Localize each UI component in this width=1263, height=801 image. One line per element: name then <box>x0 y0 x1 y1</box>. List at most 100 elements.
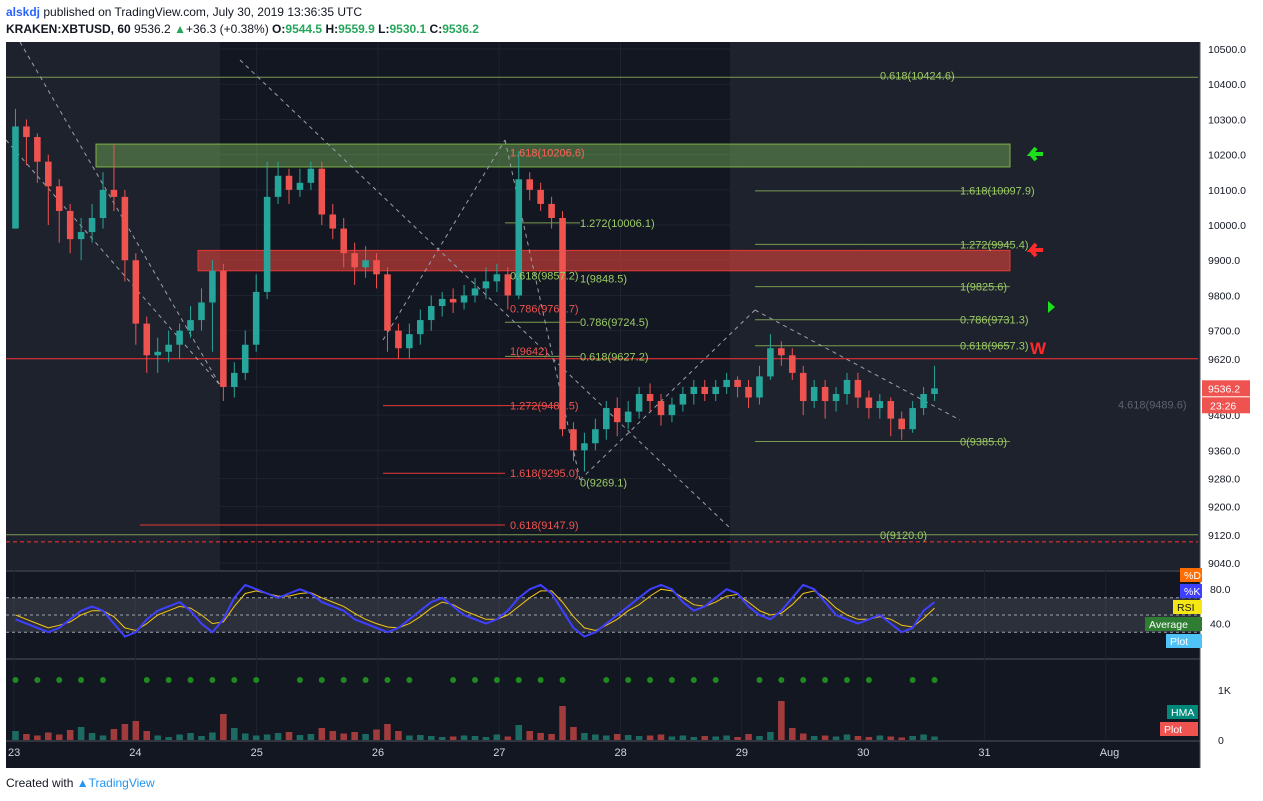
volume-bar <box>373 729 380 740</box>
fib-level-label: 0.618(9627.2) <box>580 351 649 363</box>
fib-level-label: 0.618(9147.9) <box>510 520 579 532</box>
price-tick-label: 10400.0 <box>1208 79 1246 91</box>
volume-bar <box>231 728 238 740</box>
candle-body <box>263 196 271 292</box>
signal-dot <box>187 677 194 683</box>
candle-body <box>45 161 52 187</box>
candle-body <box>778 348 785 356</box>
candle-body <box>767 348 774 377</box>
price-tick-label: 10100.0 <box>1208 185 1246 197</box>
candle-body <box>799 372 807 402</box>
candle-body <box>843 379 851 394</box>
fib-level-label: 0(9269.1) <box>580 477 627 489</box>
signal-dot <box>865 677 872 683</box>
tradingview-logo-icon[interactable]: ▲ <box>76 776 89 790</box>
signal-dot <box>56 677 63 683</box>
candle-body <box>329 214 337 229</box>
trend-line <box>579 309 756 481</box>
volume-bar <box>559 706 566 740</box>
candle-body <box>471 288 479 296</box>
fib-level-label: 0.618(9857.2) <box>510 270 579 282</box>
signal-dot <box>515 677 522 683</box>
candle-body <box>274 175 282 197</box>
price-tick-label: 9040.0 <box>1208 558 1240 570</box>
author-link[interactable]: alskdj <box>6 5 41 19</box>
volume-bar <box>263 734 271 740</box>
signal-dot <box>800 677 807 683</box>
volume-bar <box>296 735 304 740</box>
rsi-legend-label: %D <box>1184 570 1201 582</box>
candle-body <box>723 379 730 387</box>
candle-body <box>307 168 315 183</box>
volume-bar <box>449 736 457 740</box>
volume-legend-label: Plot <box>1164 724 1182 736</box>
candle-body <box>340 228 347 254</box>
volume-bar <box>657 734 665 740</box>
signal-dot <box>340 677 347 683</box>
candle-body <box>592 429 599 444</box>
trend-line <box>19 41 221 386</box>
tradingview-link[interactable]: TradingView <box>88 776 155 790</box>
low-value: 9530.1 <box>389 22 427 36</box>
high-label: H: <box>325 22 339 36</box>
candle-body <box>504 274 512 296</box>
volume-bar <box>132 721 140 740</box>
time-tick-label: 24 <box>129 747 141 759</box>
volume-bar <box>176 734 183 740</box>
volume-legend-label: HMA <box>1171 707 1194 719</box>
rsi-legend-badge <box>1145 617 1202 631</box>
candle-body <box>99 189 107 218</box>
red-zone <box>197 249 1011 272</box>
candle-body <box>909 408 916 430</box>
volume-bar <box>88 733 96 740</box>
price-tick-label: 10500.0 <box>1208 44 1246 56</box>
volume-bar <box>603 735 610 740</box>
candle-body <box>931 388 938 394</box>
volume-bar <box>745 734 752 740</box>
volume-legend-badge <box>1167 705 1198 719</box>
signal-dot <box>100 677 106 683</box>
volume-bar <box>701 736 709 740</box>
signal-dot <box>844 677 850 683</box>
price-tick-label: 9280.0 <box>1208 473 1240 485</box>
w-pattern-label: W <box>1030 339 1047 358</box>
rsi-k-line <box>15 583 936 638</box>
volume-bar <box>209 732 216 740</box>
signal-dot <box>78 677 85 683</box>
candle-body <box>537 189 544 204</box>
volume-bar <box>121 724 129 740</box>
volume-bar <box>646 735 654 740</box>
trend-line <box>5 139 221 386</box>
volume-bar <box>66 730 74 740</box>
volume-bar <box>898 737 905 740</box>
volume-bar <box>723 735 730 740</box>
volume-bar <box>931 736 938 740</box>
signal-dot <box>384 677 391 683</box>
volume-bar <box>77 727 85 740</box>
signal-dot <box>822 677 829 683</box>
volume-bar <box>362 734 369 740</box>
green-arrow-icon <box>1026 146 1043 162</box>
fib-level-label: 1.618(10206.6) <box>510 147 585 159</box>
volume-bar <box>23 734 30 740</box>
candle-body <box>34 137 41 162</box>
volume-tick-label: 0 <box>1218 735 1224 747</box>
signal-dot <box>647 677 654 683</box>
candle-body <box>756 376 763 398</box>
candle-body <box>690 386 698 394</box>
fib-level-label: 1(9848.5) <box>580 273 627 285</box>
volume-bar <box>252 735 260 740</box>
candle-body <box>657 401 665 416</box>
price-chart[interactable]: 0.618(10424.6) 1.618(10206.6) 1.618(10097.… <box>0 40 1263 770</box>
volume-bar <box>55 734 63 740</box>
fib-level-label: 0.786(9724.5) <box>580 317 649 329</box>
volume-bar <box>318 728 326 740</box>
signal-dot <box>493 677 500 683</box>
candle-body <box>252 291 260 345</box>
signal-dot <box>690 677 697 683</box>
signal-dot <box>756 677 763 683</box>
candle-body <box>176 330 183 345</box>
fib-level-label: 0(9120.0) <box>880 530 927 542</box>
rsi-legend-label: %K <box>1184 586 1200 598</box>
volume-bar <box>395 731 402 740</box>
